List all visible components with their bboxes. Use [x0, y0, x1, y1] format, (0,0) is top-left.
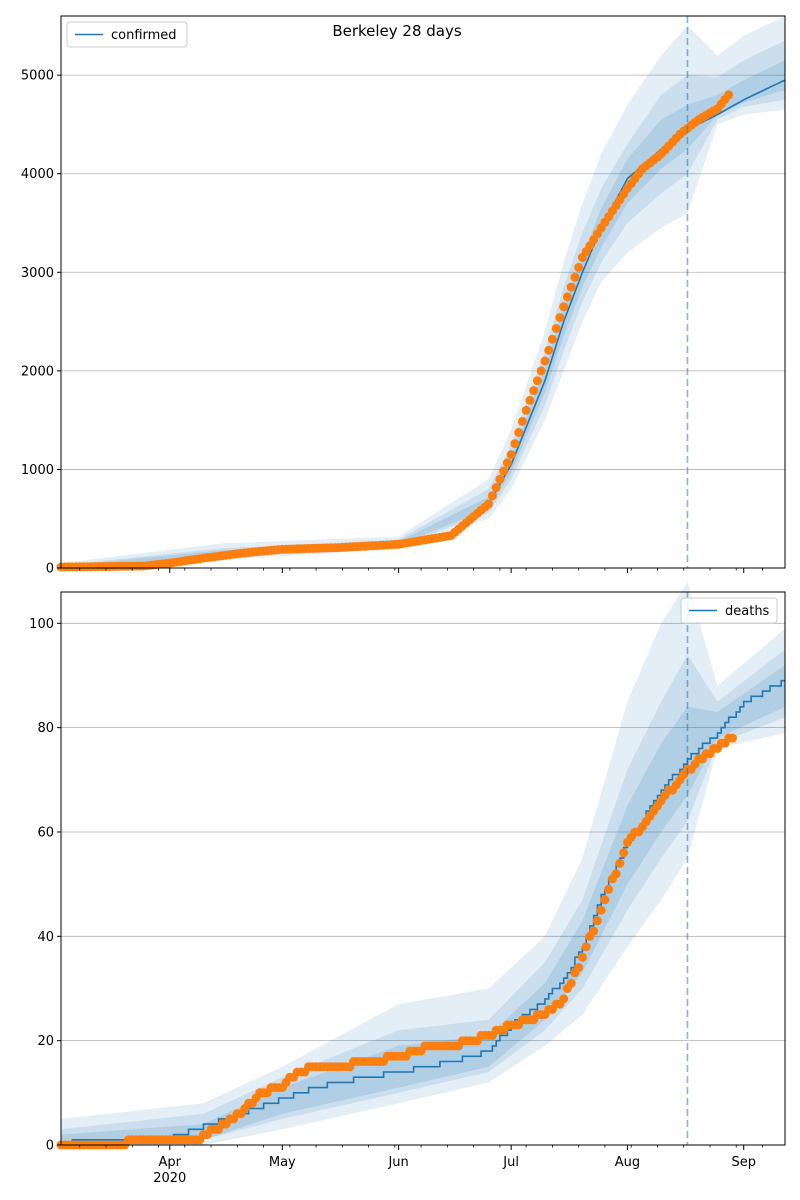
data-point	[592, 916, 602, 926]
y-tick-label: 80	[37, 721, 54, 736]
data-point	[728, 733, 737, 743]
data-point	[532, 376, 542, 386]
y-tick-label: 40	[37, 930, 54, 945]
prediction-band	[61, 581, 785, 1145]
axes-frame	[60, 15, 786, 569]
legend-box	[66, 21, 188, 48]
data-point	[484, 499, 494, 509]
data-point	[577, 952, 587, 962]
data-point	[514, 428, 524, 437]
y-tick-label: 0	[46, 1139, 54, 1154]
data-point	[589, 926, 599, 936]
data-point	[517, 416, 527, 426]
y-tick-label: 3000	[21, 266, 54, 281]
data-point	[724, 90, 734, 100]
data-point	[600, 895, 610, 905]
data-point	[510, 439, 520, 449]
y-tick-label: 60	[37, 825, 54, 840]
data-point	[547, 334, 557, 344]
chart-title: Berkeley 28 days	[332, 22, 462, 40]
data-point	[521, 405, 531, 415]
data-point	[487, 491, 497, 501]
y-tick-label: 100	[29, 617, 54, 632]
x-tick-label: Aug	[615, 1155, 640, 1170]
deaths-line	[61, 679, 785, 1146]
data-point	[611, 869, 621, 879]
data-point	[574, 963, 584, 973]
data-point	[615, 858, 625, 868]
x-tick-label: Sep	[731, 1155, 756, 1170]
data-point	[566, 978, 576, 988]
data-point	[604, 884, 614, 894]
y-tick-label: 5000	[21, 69, 54, 84]
y-tick-label: 20	[37, 1034, 54, 1049]
legend-box	[680, 597, 778, 624]
data-point	[536, 366, 546, 376]
y-tick-label: 4000	[21, 167, 54, 182]
y-tick-label: 2000	[21, 364, 54, 379]
x-tick-label: May	[269, 1155, 296, 1170]
data-point	[502, 458, 512, 468]
y-tick-label: 0	[46, 562, 54, 577]
data-point	[566, 282, 576, 292]
legend-label: confirmed	[111, 28, 177, 43]
x-tick-year-label: 2020	[153, 1171, 186, 1186]
data-point	[491, 483, 501, 492]
data-point	[506, 450, 516, 460]
data-point	[559, 994, 569, 1004]
data-point	[529, 386, 539, 396]
data-point	[570, 272, 580, 282]
data-point	[525, 395, 535, 405]
data-point	[551, 324, 561, 333]
x-tick-label: Jun	[387, 1155, 408, 1170]
data-point	[499, 466, 509, 476]
prediction-band	[61, 40, 785, 569]
data-point	[544, 345, 554, 355]
data-point	[562, 292, 572, 302]
data-point	[596, 905, 606, 915]
data-point	[495, 474, 505, 484]
data-point	[540, 356, 550, 366]
y-tick-label: 1000	[21, 463, 54, 478]
prediction-band	[61, 16, 785, 568]
confirmed-panel: 0 1000 2000 3000 4000 5000 confirmed	[21, 15, 786, 577]
data-point	[574, 262, 584, 272]
data-point	[559, 302, 569, 312]
x-tick-label: Jul	[502, 1155, 519, 1170]
legend-label: deaths	[725, 604, 770, 619]
x-tick-label: Apr	[159, 1155, 182, 1170]
axes-frame	[60, 591, 786, 1146]
data-point	[581, 942, 591, 952]
data-point	[555, 313, 565, 323]
data-point	[619, 848, 629, 858]
